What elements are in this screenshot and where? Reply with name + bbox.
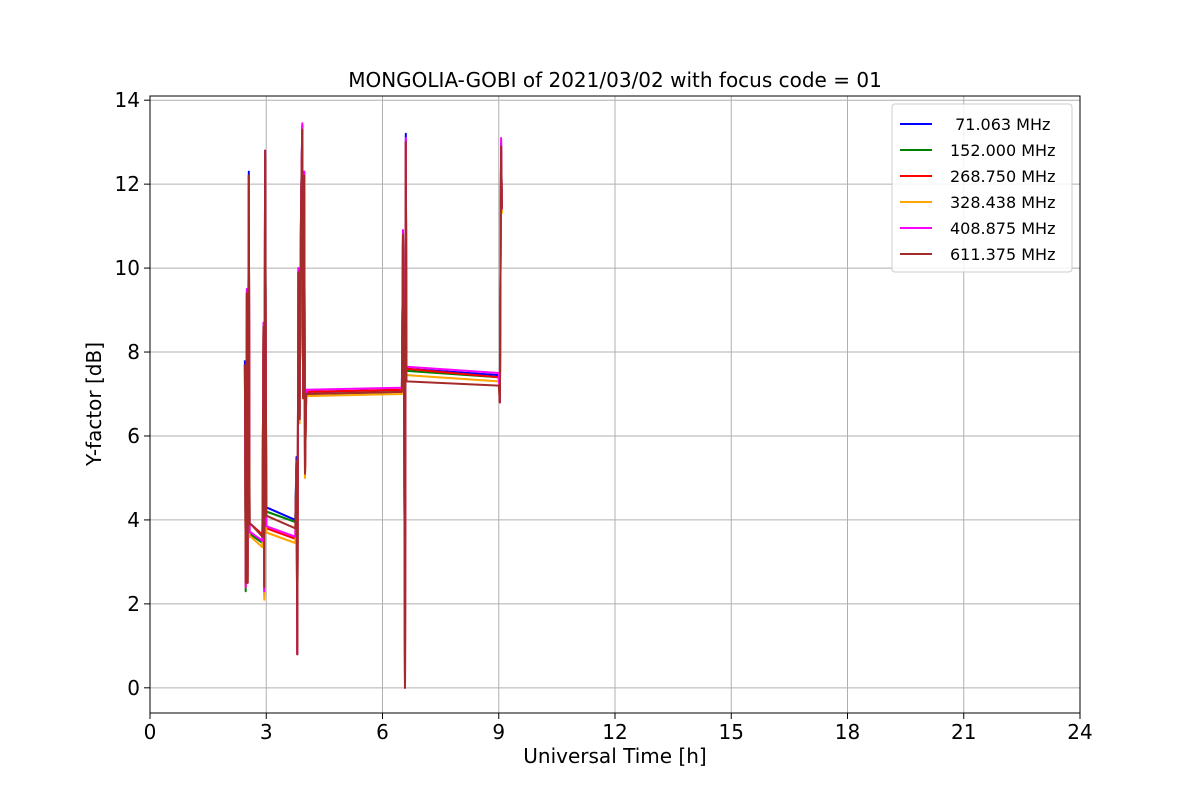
legend-label: 152.000 MHz (950, 141, 1055, 160)
series-line-6 (243, 128, 503, 689)
y-tick-label: 4 (127, 508, 140, 532)
legend-label: 71.063 MHz (950, 115, 1050, 134)
grid (149, 96, 1081, 713)
legend-box (891, 103, 1073, 273)
x-tick-label: 0 (144, 720, 157, 744)
y-tick-label: 8 (127, 340, 140, 364)
legend: 71.063 MHz 152.000 MHz 268.750 MHz 328.438 … (891, 103, 1073, 273)
y-tick-label: 10 (115, 256, 140, 280)
y-tick-label: 14 (115, 88, 140, 112)
x-tick-label: 18 (835, 720, 860, 744)
legend-label: 328.438 MHz (950, 193, 1055, 212)
y-axis-label: Y-factor [dB] (82, 342, 106, 467)
y-axis: 0 2 4 6 8 10 12 14 (115, 88, 150, 700)
x-tick-label: 21 (951, 720, 976, 744)
x-tick-label: 6 (376, 720, 389, 744)
y-tick-label: 2 (127, 592, 140, 616)
x-tick-label: 3 (260, 720, 273, 744)
y-tick-label: 12 (115, 172, 140, 196)
series-line-4 (243, 132, 503, 689)
series-line-5 (243, 122, 503, 689)
legend-label: 611.375 MHz (950, 245, 1055, 264)
chart-title: MONGOLIA-GOBI of 2021/03/02 with focus c… (348, 68, 882, 92)
y-tick-label: 0 (127, 676, 140, 700)
x-axis: 0 3 6 9 12 15 18 21 24 (144, 713, 1093, 744)
y-tick-label: 6 (127, 424, 140, 448)
x-axis-label: Universal Time [h] (523, 744, 706, 768)
legend-label: 408.875 MHz (950, 219, 1055, 238)
legend-label: 268.750 MHz (950, 167, 1055, 186)
x-tick-label: 12 (602, 720, 627, 744)
x-tick-label: 9 (492, 720, 505, 744)
x-tick-label: 24 (1067, 720, 1092, 744)
x-tick-label: 15 (719, 720, 744, 744)
series-lines (243, 122, 503, 689)
